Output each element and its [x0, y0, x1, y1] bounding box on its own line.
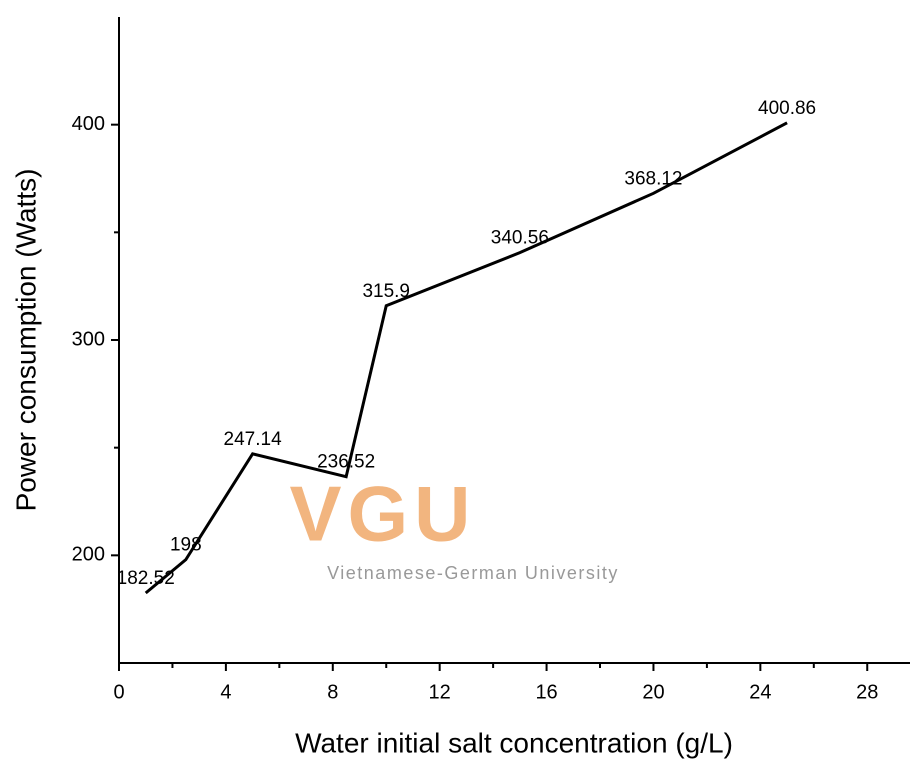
data-label: 368.12 [624, 168, 682, 189]
data-label: 182.52 [117, 568, 175, 589]
data-label: 247.14 [224, 429, 283, 450]
data-label: 315.9 [362, 281, 410, 302]
data-line [144, 121, 788, 595]
x-tick-label: 24 [749, 681, 771, 703]
x-tick-label: 0 [113, 681, 124, 703]
x-tick-label: 28 [856, 681, 878, 703]
x-tick-label: 20 [642, 681, 664, 703]
x-axis-title: Water initial salt concentration (g/L) [295, 727, 733, 758]
y-tick-label: 400 [72, 113, 105, 135]
watermark-logo: VGU [289, 470, 476, 558]
data-label: 198 [170, 535, 202, 556]
watermark-text: Vietnamese-German University [327, 563, 619, 583]
data-label: 340.56 [491, 228, 549, 249]
data-label: 400.86 [758, 98, 816, 119]
y-axis-title: Power consumption (Watts) [10, 169, 41, 512]
data-label: 236.52 [317, 452, 375, 473]
y-tick-label: 300 [72, 328, 105, 350]
x-tick-label: 4 [220, 681, 231, 703]
x-tick-label: 16 [535, 681, 557, 703]
x-tick-label: 8 [327, 681, 338, 703]
y-tick-label: 200 [72, 544, 105, 566]
x-tick-label: 12 [429, 681, 451, 703]
